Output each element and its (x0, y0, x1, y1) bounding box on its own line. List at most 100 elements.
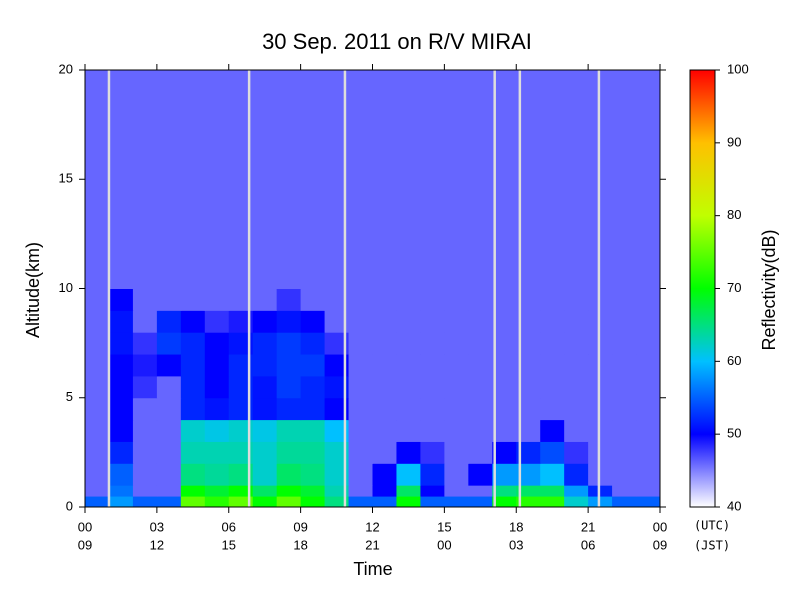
heatmap-cell (492, 441, 517, 464)
colorbar (689, 69, 716, 508)
heatmap-cell (420, 310, 445, 333)
heatmap-cell (156, 441, 182, 464)
heatmap-cell (228, 463, 254, 486)
heatmap-cell (372, 496, 397, 508)
heatmap-cell (85, 496, 110, 508)
heatmap-cell (372, 375, 397, 399)
heatmap-cell (132, 463, 158, 486)
heatmap-cell (468, 310, 493, 333)
heatmap-cell (348, 485, 373, 497)
heatmap-cell (228, 310, 254, 333)
heatmap-cell (252, 354, 278, 377)
x-tick-label-jst: 03 (509, 537, 523, 552)
heatmap-cell (492, 70, 517, 289)
heatmap-cell (180, 463, 206, 486)
heatmap-cell (252, 397, 278, 421)
heatmap-cell (636, 332, 661, 355)
heatmap-cell (444, 496, 469, 508)
heatmap-cell (396, 441, 421, 464)
heatmap-cell (564, 463, 589, 486)
heatmap-cell (420, 397, 445, 421)
heatmap-cell (324, 288, 350, 311)
heatmap-cell (444, 70, 469, 289)
heatmap-cell (612, 496, 637, 508)
heatmap-cell (588, 397, 613, 421)
x-tick-label-utc: 09 (293, 519, 307, 534)
heatmap-cell (180, 419, 206, 442)
heatmap-cell (156, 375, 182, 399)
heatmap-cell (108, 375, 134, 399)
heatmap-cell (156, 70, 182, 289)
heatmap-cell (204, 441, 230, 464)
heatmap-cell (396, 463, 421, 486)
utc-label: (UTC) (694, 519, 730, 533)
heatmap-cell (372, 288, 397, 311)
heatmap-cell (564, 397, 589, 421)
heatmap-cell (108, 70, 134, 289)
heatmap-cell (156, 485, 182, 497)
heatmap-cell (108, 288, 134, 311)
heatmap-cell (372, 397, 397, 421)
x-tick-label-jst: 18 (293, 537, 307, 552)
heatmap-cell (252, 463, 278, 486)
heatmap-cell (180, 288, 206, 311)
heatmap-cell (228, 485, 254, 497)
x-tick-label-utc: 06 (222, 519, 236, 534)
heatmap-cell (132, 496, 158, 508)
heatmap-cell (276, 70, 302, 289)
heatmap-cell (180, 332, 206, 355)
heatmap-cell (324, 375, 350, 399)
x-axis-title: Time (353, 559, 392, 579)
heatmap-cell (540, 441, 565, 464)
heatmap-cell (516, 397, 541, 421)
heatmap-cell (228, 419, 254, 442)
heatmap-cell (636, 288, 661, 311)
heatmap-cell (180, 375, 206, 399)
heatmap-cell (252, 419, 278, 442)
heatmap-cell (444, 441, 469, 464)
colorbar-title: Reflectivity(dB) (759, 229, 779, 350)
heatmap-cell (108, 332, 134, 355)
heatmap-cell (468, 441, 493, 464)
heatmap-cell (228, 397, 254, 421)
colorbar-tick-label: 90 (727, 134, 741, 149)
colorbar-tick-label: 80 (727, 207, 741, 222)
heatmap-cell (564, 496, 589, 508)
heatmap-cell (636, 375, 661, 399)
heatmap-cell (636, 70, 661, 289)
heatmap-cell (132, 70, 158, 289)
heatmap-cell (492, 496, 517, 508)
jst-label: (JST) (694, 539, 730, 553)
heatmap-cell (612, 332, 637, 355)
heatmap-cell (396, 70, 421, 289)
heatmap-cell (564, 288, 589, 311)
heatmap-cell (636, 397, 661, 421)
heatmap-cell (540, 70, 565, 289)
heatmap-cell (85, 397, 110, 421)
heatmap-cell (588, 354, 613, 377)
heatmap-cell (180, 397, 206, 421)
heatmap-cell (588, 310, 613, 333)
x-tick-label-jst: 15 (222, 537, 236, 552)
heatmap-cell (468, 288, 493, 311)
heatmap-cell (300, 463, 326, 486)
x-tick-label-jst: 06 (581, 537, 595, 552)
heatmap-cell (588, 463, 613, 486)
heatmap-cell (85, 441, 110, 464)
heatmap-cell (396, 485, 421, 497)
heatmap-cell (612, 441, 637, 464)
heatmap-cell (492, 419, 517, 442)
y-tick-label: 0 (66, 498, 73, 513)
heatmap-cell (540, 288, 565, 311)
heatmap-cell (612, 310, 637, 333)
heatmap-cell (85, 288, 110, 311)
heatmap-cell (108, 485, 134, 497)
heatmap-cell (252, 310, 278, 333)
heatmap-cell (492, 463, 517, 486)
heatmap-cell (612, 419, 637, 442)
heatmap-cell (468, 397, 493, 421)
heatmap-cell (588, 441, 613, 464)
heatmap-cell (444, 288, 469, 311)
heatmap-cell (300, 310, 326, 333)
heatmap-cell (228, 375, 254, 399)
